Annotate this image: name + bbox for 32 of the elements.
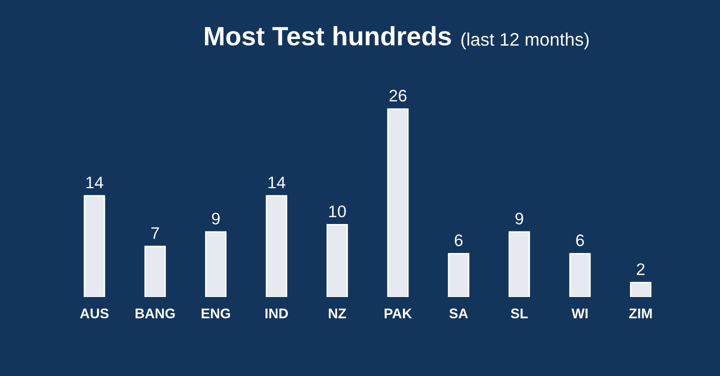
data-label: 26 [389, 90, 406, 102]
bar [630, 282, 652, 298]
data-label: 9 [515, 212, 524, 224]
chart-subtitle: (last 12 months) [461, 32, 589, 50]
data-label: 9 [212, 212, 220, 224]
x-tick-label: PAK [384, 308, 412, 318]
bar [84, 195, 106, 298]
x-tick-label: NZ [328, 308, 346, 318]
data-label: 6 [454, 234, 463, 246]
bar [387, 108, 409, 298]
x-tick-label: WI [572, 308, 588, 318]
bar [326, 224, 348, 298]
data-label: 7 [151, 227, 159, 239]
data-label: 10 [329, 205, 346, 218]
x-tick-label: ENG [202, 308, 230, 318]
bar [448, 252, 470, 298]
data-label: 14 [86, 176, 104, 188]
x-tick-label: AUS [80, 308, 109, 318]
chart-title: Most Test hundreds [204, 26, 451, 46]
bar [144, 246, 166, 298]
bar [266, 195, 288, 298]
x-tick-label: BANG [136, 308, 175, 318]
x-tick-label: IND [265, 308, 288, 318]
data-label: 6 [576, 234, 584, 246]
bar [205, 231, 227, 298]
bar [569, 252, 591, 298]
data-label: 14 [268, 176, 286, 188]
x-tick-label: SA [449, 308, 468, 318]
data-label: 2 [636, 263, 644, 275]
bar [508, 231, 530, 298]
x-tick-label: ZIM [629, 308, 652, 318]
x-tick-label: SL [510, 308, 528, 318]
